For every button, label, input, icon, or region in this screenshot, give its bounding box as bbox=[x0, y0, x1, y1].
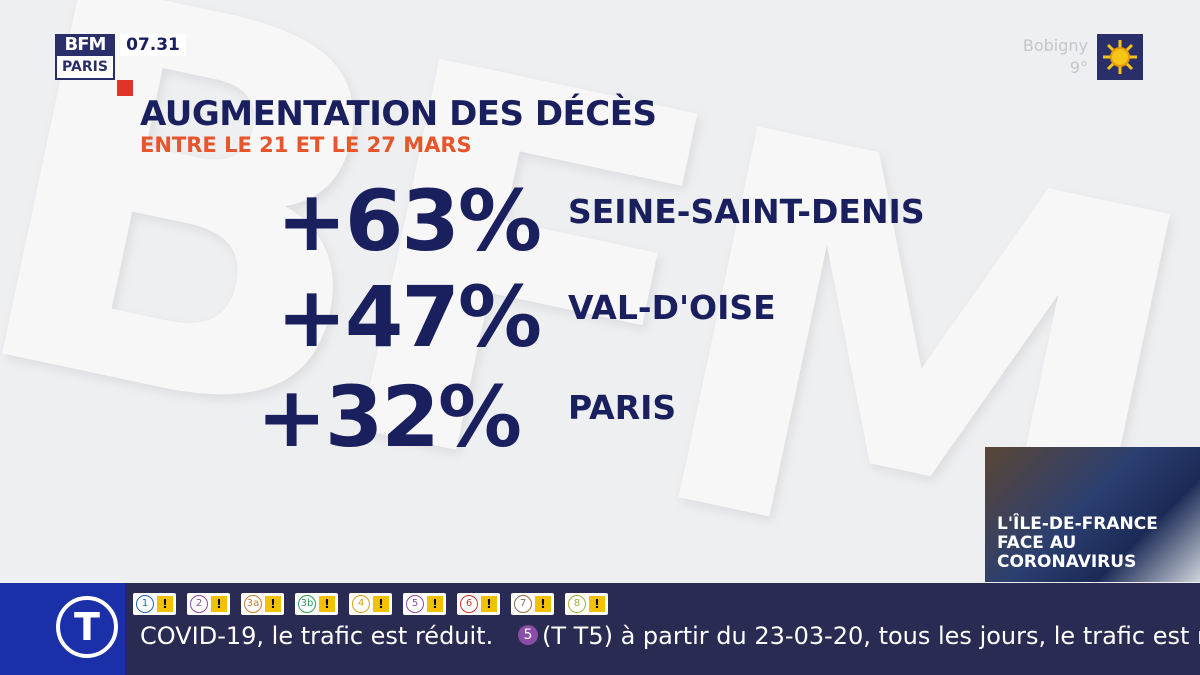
value: +32% bbox=[256, 368, 522, 466]
alert-icon: ! bbox=[319, 596, 335, 612]
line-status: 2! bbox=[187, 593, 230, 615]
line-number: 7 bbox=[514, 595, 532, 613]
subtitle: ENTRE LE 21 ET LE 27 MARS bbox=[140, 133, 472, 157]
line-status: 3b! bbox=[295, 593, 338, 615]
inset-caption: L'ÎLE-DE-FRANCE bbox=[997, 514, 1158, 534]
alert-icon: ! bbox=[427, 596, 443, 612]
logo-accent bbox=[117, 80, 133, 96]
line-number: 5 bbox=[406, 595, 424, 613]
line-status: 8! bbox=[565, 593, 608, 615]
logo-top: BFM bbox=[64, 34, 107, 55]
ticker-icon: T bbox=[56, 596, 118, 658]
line-status: 1! bbox=[133, 593, 176, 615]
logo: BFM PARIS bbox=[55, 34, 115, 80]
region-label: PARIS bbox=[568, 388, 677, 427]
value: +63% bbox=[276, 172, 542, 270]
line-status: 4! bbox=[349, 593, 392, 615]
region-label: VAL-D'OISE bbox=[568, 288, 776, 327]
line-number: 3b bbox=[298, 595, 316, 613]
ticker-text: COVID-19, le trafic est réduit. bbox=[140, 622, 494, 650]
weather-city: Bobigny bbox=[1022, 36, 1088, 55]
weather-temp: 9° bbox=[1069, 58, 1088, 77]
weather-icon bbox=[1097, 34, 1143, 80]
line-status: 3a! bbox=[241, 593, 284, 615]
alert-icon: ! bbox=[589, 596, 605, 612]
title: AUGMENTATION DES DÉCÈS bbox=[140, 94, 657, 134]
alert-icon: ! bbox=[265, 596, 281, 612]
inset-video: L'ÎLE-DE-FRANCE FACE AU CORONAVIRUS bbox=[985, 447, 1200, 582]
alert-icon: ! bbox=[535, 596, 551, 612]
ticker-line-badge: 5 bbox=[518, 625, 538, 645]
line-number: 6 bbox=[460, 595, 478, 613]
region-label: SEINE-SAINT-DENIS bbox=[568, 192, 925, 231]
ticker-text: (T T5) à partir du 23-03-20, tous les jo… bbox=[542, 622, 1200, 650]
clock: 07.31 bbox=[120, 34, 186, 56]
inset-caption: FACE AU bbox=[997, 533, 1077, 553]
line-number: 3a bbox=[244, 595, 262, 613]
inset-caption: CORONAVIRUS bbox=[997, 552, 1137, 572]
line-number: 4 bbox=[352, 595, 370, 613]
line-status: 7! bbox=[511, 593, 554, 615]
line-status: 5! bbox=[403, 593, 446, 615]
alert-icon: ! bbox=[481, 596, 497, 612]
line-number: 8 bbox=[568, 595, 586, 613]
logo-bottom: PARIS bbox=[57, 56, 113, 78]
line-number: 2 bbox=[190, 595, 208, 613]
line-status: 6! bbox=[457, 593, 500, 615]
line-number: 1 bbox=[136, 595, 154, 613]
alert-icon: ! bbox=[157, 596, 173, 612]
alert-icon: ! bbox=[373, 596, 389, 612]
value: +47% bbox=[276, 268, 542, 366]
alert-icon: ! bbox=[211, 596, 227, 612]
